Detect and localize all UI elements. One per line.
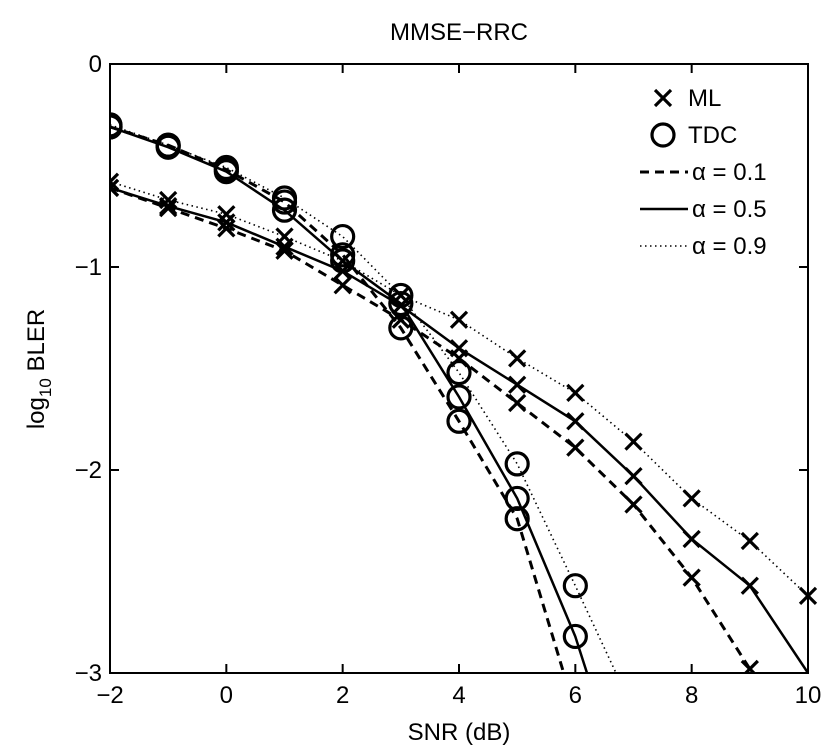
tdc-marker (155, 132, 181, 158)
legend-label: α = 0.9 (692, 233, 767, 260)
series-tdc-alpha-0-5 (110, 114, 589, 673)
ml-marker (217, 213, 236, 232)
ml-marker (682, 489, 701, 508)
ticks-layer: −2 0 2 4 6 8 100−1−2−3 (75, 51, 822, 709)
legend-label: ML (688, 85, 721, 112)
tdc-marker (271, 185, 298, 211)
ml-marker (275, 227, 294, 246)
x-tick-label: 6 (569, 682, 582, 709)
ml-marker (682, 568, 701, 587)
ml-marker (566, 383, 585, 402)
legend: ML TDC α = 0.1 α = 0.5 α = 0.9 (640, 85, 767, 260)
tdc-marker (446, 408, 472, 434)
y-axis-label: log10 BLER (23, 309, 55, 429)
x-tick-label: 2 (336, 682, 349, 709)
series-line (110, 186, 752, 670)
y-axis-label-main: log (23, 397, 50, 429)
y-tick-label: −3 (75, 660, 102, 687)
legend-entry: α = 0.1 (640, 159, 767, 186)
chart-title: MMSE−RRC (390, 19, 528, 46)
x-tick-label: 0 (220, 682, 233, 709)
tdc-marker (446, 384, 472, 410)
legend-label: α = 0.1 (692, 159, 767, 186)
tdc-marker (271, 197, 298, 223)
ml-marker (566, 438, 585, 457)
x-tick-label: 8 (685, 682, 698, 709)
tdc-marker (504, 485, 530, 512)
x-tick-label: 10 (795, 682, 822, 709)
ml-marker (624, 432, 643, 451)
series-line (110, 125, 566, 673)
ml-marker (449, 339, 469, 358)
series-ml-alpha-0-5 (110, 178, 810, 673)
legend-entry: TDC (650, 122, 737, 149)
tdc-marker (330, 223, 356, 250)
tdc-marker (213, 154, 239, 181)
series-tdc-alpha-0-9 (110, 112, 617, 673)
tdc-marker (562, 623, 588, 650)
ml-marker (110, 172, 120, 191)
y-axis-label-tail: BLER (23, 309, 50, 378)
tdc-marker (388, 290, 414, 317)
x-axis-label: SNR (dB) (408, 719, 511, 746)
ml-marker (333, 276, 352, 295)
y-axis-label-sub: 10 (36, 378, 55, 397)
legend-ml-marker (653, 88, 673, 108)
ml-marker (449, 310, 469, 329)
tdc-marker (562, 573, 588, 599)
ml-marker (110, 178, 120, 197)
ml-marker (217, 219, 236, 238)
ml-marker (740, 531, 759, 551)
legend-entry: α = 0.9 (640, 233, 767, 260)
ml-marker (740, 659, 759, 673)
series-line (110, 124, 617, 673)
tdc-marker (446, 359, 472, 386)
y-tick-label: −2 (75, 457, 102, 484)
ml-marker (740, 576, 759, 595)
ml-marker (508, 349, 527, 368)
tdc-marker (388, 282, 414, 309)
tdc-marker (388, 315, 414, 341)
y-tick-label: −1 (75, 254, 102, 281)
x-tick-label: 4 (452, 682, 465, 709)
tdc-marker (504, 506, 530, 532)
series-line (110, 125, 589, 673)
ml-marker (159, 190, 178, 210)
series-layer (110, 112, 818, 673)
series-ml-alpha-0-1 (110, 178, 759, 673)
legend-label: α = 0.5 (692, 196, 767, 223)
y-tick-label: 0 (89, 51, 102, 78)
ml-marker (508, 393, 527, 413)
plot-frame (109, 63, 809, 674)
x-tick-label: −2 (96, 682, 123, 709)
ml-marker (508, 375, 527, 394)
ml-marker (624, 495, 643, 514)
ml-marker (624, 466, 643, 486)
series-line (110, 186, 810, 673)
legend-label: TDC (688, 122, 737, 149)
ml-marker (682, 529, 701, 549)
ml-marker (217, 205, 236, 224)
ml-marker (566, 412, 585, 431)
tdc-marker (110, 112, 123, 138)
legend-tdc-marker (650, 122, 676, 148)
legend-entry: α = 0.5 (640, 196, 767, 223)
tdc-marker (504, 451, 530, 477)
tdc-marker (330, 248, 356, 274)
legend-entry: ML (653, 85, 721, 112)
